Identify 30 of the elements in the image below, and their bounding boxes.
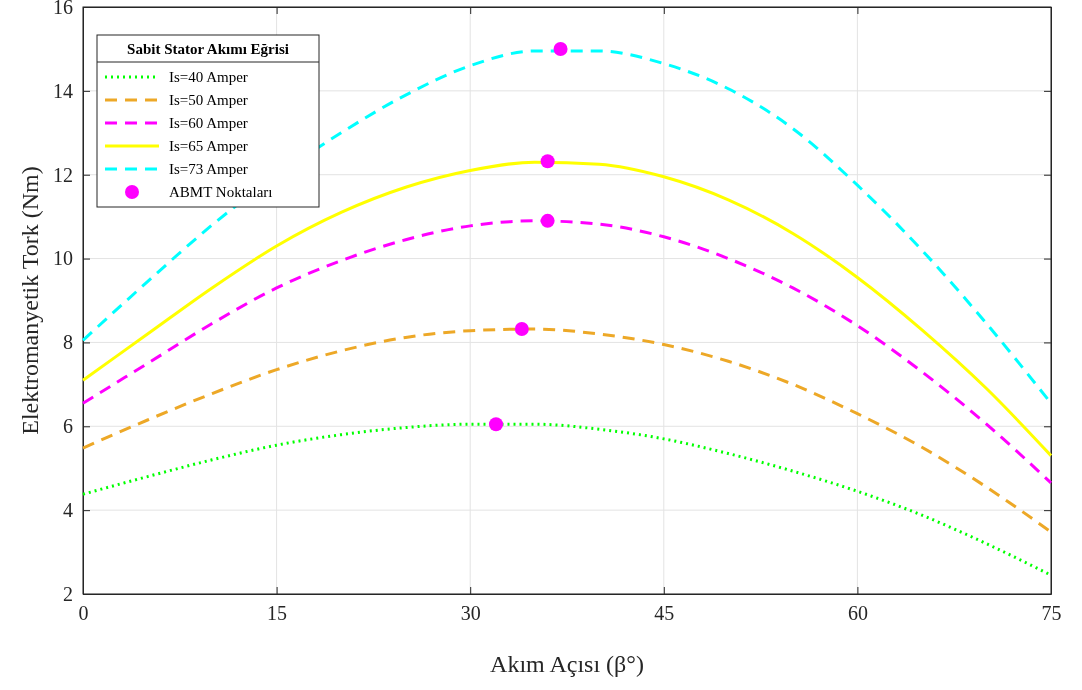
x-tick-label: 30	[460, 602, 481, 625]
legend-title: Sabit Stator Akımı Eğrisi	[127, 41, 289, 57]
line-series	[81, 160, 1053, 458]
y-tick-label: 4	[63, 499, 73, 522]
legend-label: Is=50 Amper	[169, 92, 248, 108]
legend-label: Is=65 Amper	[169, 138, 248, 154]
legend-label: Is=40 Amper	[169, 69, 248, 85]
legend-label: ABMT Noktaları	[169, 184, 273, 200]
line-series	[81, 219, 1053, 485]
point	[540, 213, 555, 228]
x-tick-label: 0	[78, 602, 89, 625]
x-tick-label: 15	[267, 602, 288, 625]
y-tick-label: 14	[53, 79, 73, 102]
x-axis-title: Akım Açısı (β°)	[490, 651, 644, 677]
y-tick-label: 6	[63, 415, 73, 438]
y-tick-label: 2	[63, 582, 73, 605]
point	[489, 417, 504, 432]
x-tick-label: 60	[847, 602, 868, 625]
y-tick-label: 10	[53, 247, 73, 270]
legend-label: Is=73 Amper	[169, 161, 248, 177]
point	[540, 154, 555, 169]
y-axis-title: Elektromanyetik Tork (Nm)	[17, 166, 43, 435]
x-tick-label: 45	[654, 602, 675, 625]
point	[514, 322, 529, 337]
legend-label: Is=60 Amper	[169, 115, 248, 131]
x-tick-label: 75	[1041, 602, 1062, 625]
point	[553, 41, 568, 56]
y-tick-label: 16	[53, 0, 73, 18]
y-tick-label: 12	[53, 163, 73, 186]
y-tick-label: 8	[63, 331, 73, 354]
